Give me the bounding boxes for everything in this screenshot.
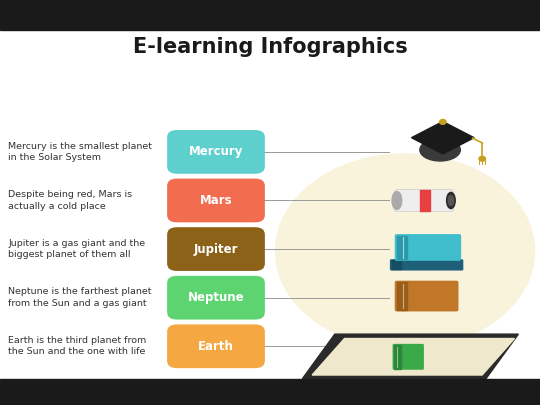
FancyBboxPatch shape: [167, 227, 265, 271]
Ellipse shape: [447, 192, 455, 209]
Bar: [0, 379, 540, 405]
FancyBboxPatch shape: [167, 276, 265, 320]
Polygon shape: [302, 334, 518, 379]
Text: Mercury: Mercury: [189, 145, 243, 158]
FancyBboxPatch shape: [395, 234, 461, 261]
Text: Earth: Earth: [198, 340, 234, 353]
Text: Neptune: Neptune: [188, 291, 244, 304]
FancyBboxPatch shape: [395, 281, 458, 311]
Polygon shape: [411, 122, 474, 154]
Bar: [392, 260, 401, 269]
FancyBboxPatch shape: [394, 190, 454, 211]
FancyBboxPatch shape: [390, 259, 463, 271]
FancyBboxPatch shape: [167, 130, 265, 174]
Text: E-learning Infographics: E-learning Infographics: [133, 36, 407, 57]
Bar: [397, 236, 407, 259]
Circle shape: [440, 119, 446, 124]
Polygon shape: [312, 339, 515, 375]
Text: Mars: Mars: [200, 194, 232, 207]
Text: Jupiter is a gas giant and the
biggest planet of them all: Jupiter is a gas giant and the biggest p…: [8, 239, 145, 259]
Bar: [420, 190, 430, 211]
Ellipse shape: [392, 192, 402, 209]
FancyBboxPatch shape: [167, 324, 265, 368]
Ellipse shape: [420, 139, 460, 161]
Text: Earth is the third planet from
the Sun and the one with life: Earth is the third planet from the Sun a…: [8, 336, 146, 356]
Text: Despite being red, Mars is
actually a cold place: Despite being red, Mars is actually a co…: [8, 190, 132, 211]
Bar: [394, 345, 401, 369]
Text: Mercury is the smallest planet
in the Solar System: Mercury is the smallest planet in the So…: [8, 142, 152, 162]
Text: Jupiter: Jupiter: [194, 243, 238, 256]
Text: Neptune is the farthest planet
from the Sun and a gas giant: Neptune is the farthest planet from the …: [8, 288, 152, 308]
Circle shape: [479, 156, 485, 161]
Ellipse shape: [448, 196, 454, 206]
Circle shape: [275, 154, 535, 348]
FancyBboxPatch shape: [167, 179, 265, 222]
Bar: [0, 0, 540, 30]
FancyBboxPatch shape: [393, 344, 424, 370]
Bar: [397, 282, 407, 310]
